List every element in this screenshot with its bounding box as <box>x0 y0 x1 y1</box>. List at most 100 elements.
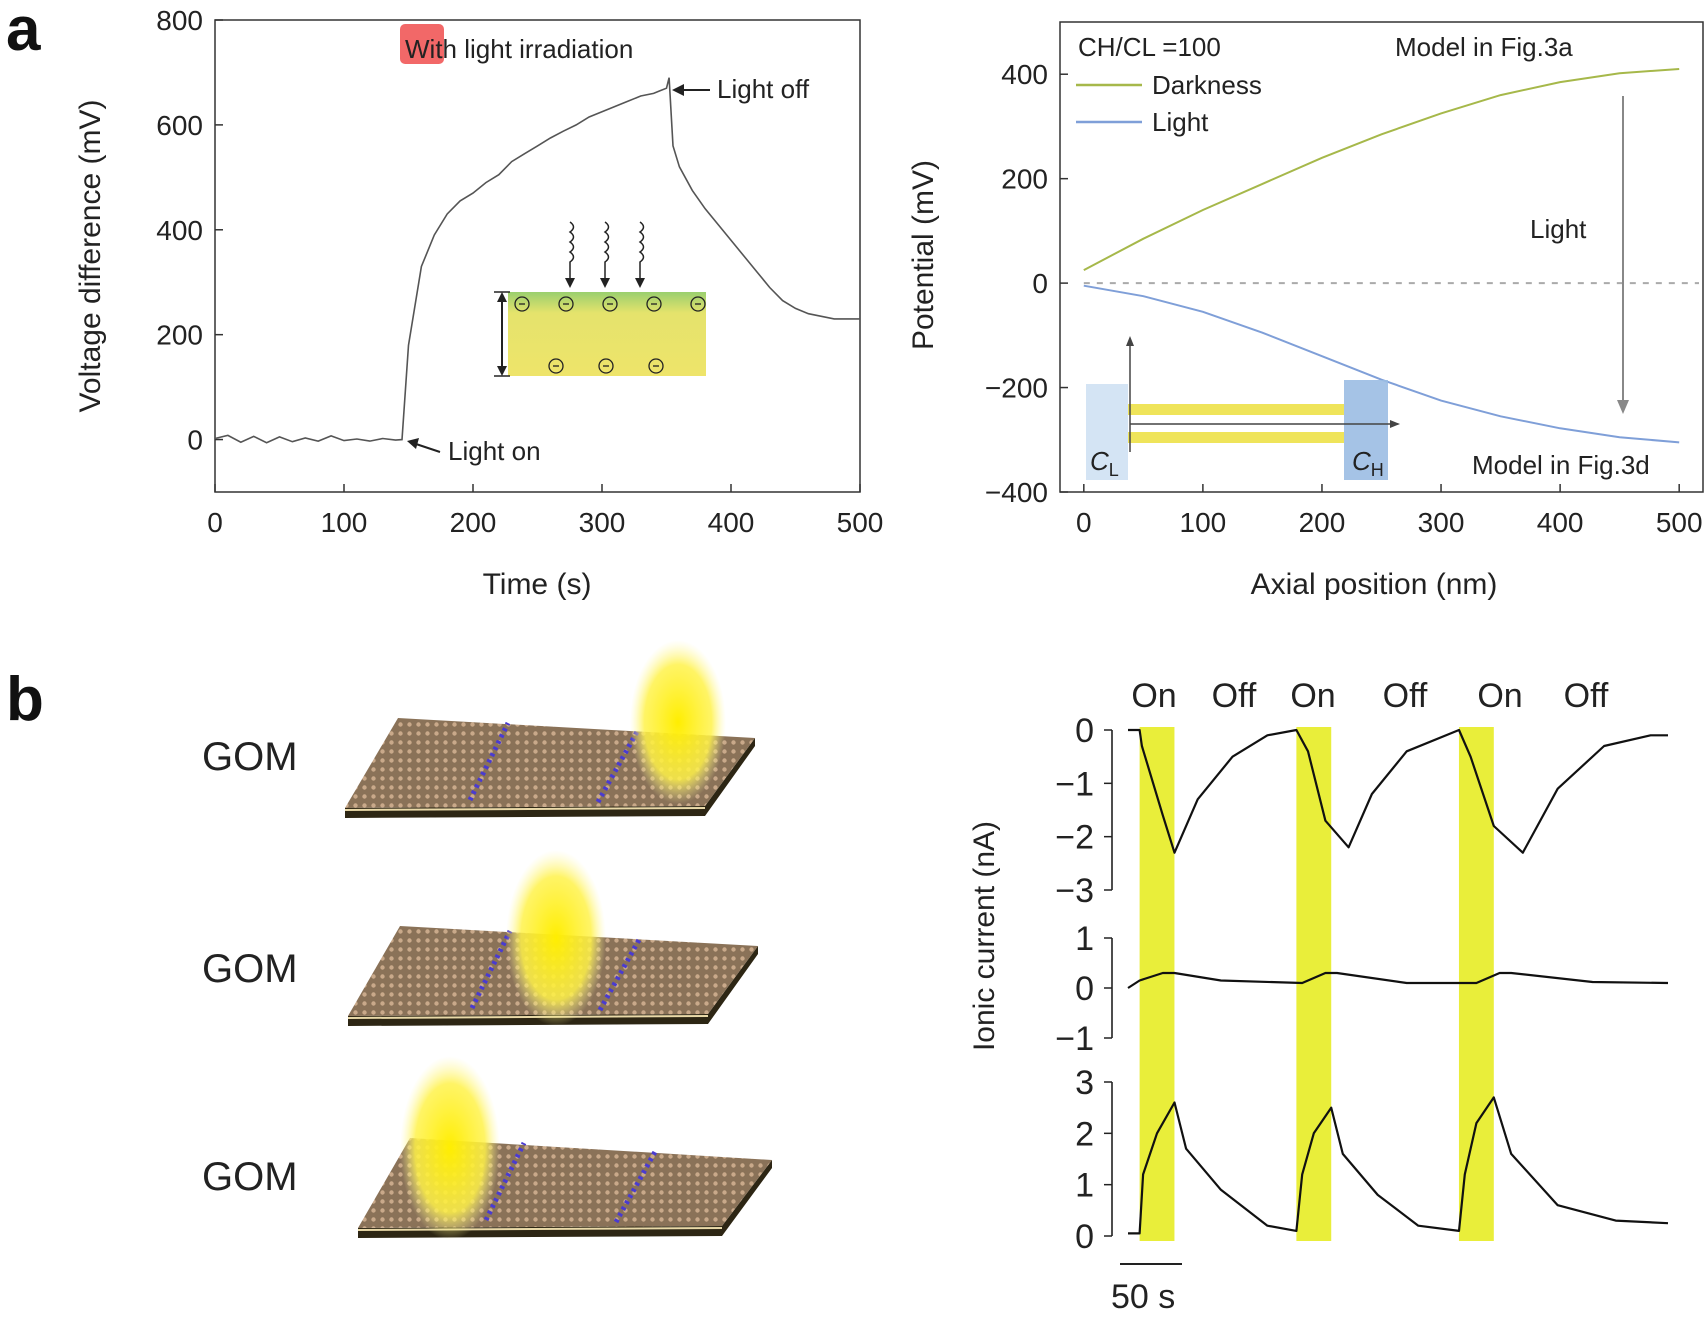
light-transition-label: Light <box>1530 214 1587 244</box>
light-wave-arrow <box>603 221 610 280</box>
panel-a-label: a <box>6 0 41 64</box>
charge-marker <box>690 296 706 312</box>
potential-y-tick-label: 200 <box>1001 164 1048 195</box>
gom-membrane-1 <box>344 640 755 818</box>
gom-schematics: GOM GOM GOM <box>202 640 772 1240</box>
voltage-x-tick-label: 0 <box>207 507 223 538</box>
voltage-x-tick-label: 200 <box>450 507 497 538</box>
ionic-y-tick-label: 2 <box>1075 1115 1094 1153</box>
darkness-series-line <box>1083 68 1680 271</box>
membrane-2-stripe-1 <box>469 929 513 1010</box>
light-beam-1 <box>630 640 726 804</box>
voltage-series-line <box>214 77 860 444</box>
ionic-y-tick-label: 1 <box>1075 920 1094 958</box>
voltage-y-axis-title: Voltage difference (mV) <box>74 100 107 413</box>
light-off-annotation: Light off <box>717 74 810 104</box>
light-wave-arrowhead <box>600 278 610 288</box>
ionic-current-line <box>1128 1096 1669 1235</box>
light-wave-arrow <box>568 221 575 280</box>
gom-membrane-2 <box>347 850 758 1026</box>
irradiation-annotation: With light irradiation <box>405 34 633 64</box>
light-wave-arrow <box>638 221 645 280</box>
potential-y-axis-title: Potential (mV) <box>907 160 940 350</box>
potential-chart: 0 100 200 300 400 500 −400 −200 0 200 400 Axial p… <box>907 21 1704 601</box>
model-3d-annotation: Model in Fig.3d <box>1472 450 1650 480</box>
voltage-x-tick-label: 100 <box>321 507 368 538</box>
potential-x-tick-label: 300 <box>1418 507 1465 538</box>
ionic-y-tick-label: −1 <box>1055 765 1094 803</box>
light-series-line <box>1083 284 1680 444</box>
membrane-3-stripe-1 <box>483 1141 527 1222</box>
ionic-y-tick-label: 3 <box>1075 1064 1094 1102</box>
light-beam-3 <box>400 1056 500 1240</box>
concentration-ratio-label: CH/CL =100 <box>1078 32 1221 62</box>
light-wave-arrowhead <box>565 278 575 288</box>
voltage-y-tick-label: 600 <box>156 110 203 141</box>
low-reservoir <box>1086 384 1128 480</box>
on-off-label: Off <box>1212 677 1257 715</box>
membrane-1-edge <box>344 807 706 811</box>
membrane-2-edge <box>347 1015 709 1019</box>
voltage-x-tick-label: 400 <box>708 507 755 538</box>
ionic-current-line <box>1127 971 1669 989</box>
on-off-label: On <box>1290 677 1335 715</box>
gom-membrane-3 <box>357 1056 772 1240</box>
potential-y-tick-label: −200 <box>985 373 1048 404</box>
scale-bar-label: 50 s <box>1111 1278 1175 1316</box>
voltage-y-tick-label: 0 <box>187 425 203 456</box>
channel-bottom-wall <box>1128 432 1344 443</box>
film-layer <box>508 292 706 376</box>
irradiation-highlight <box>400 24 444 64</box>
ionic-y-axis-title: Ionic current (nA) <box>968 821 1001 1051</box>
charge-marker <box>598 358 614 374</box>
charge-marker <box>548 358 564 374</box>
light-transition-arrowhead <box>1617 400 1629 414</box>
charge-marker <box>558 296 574 312</box>
voltage-x-axis-title: Time (s) <box>483 568 592 601</box>
inset-vertical-arrowhead <box>1126 336 1134 346</box>
light-on-annotation: Light on <box>448 436 541 466</box>
potential-x-tick-label: 500 <box>1656 507 1703 538</box>
voltage-x-tick-label: 500 <box>837 507 884 538</box>
light-wave-arrowhead <box>635 278 645 288</box>
voltage-plot-frame <box>214 19 861 493</box>
ionic-y-tick-label: 0 <box>1075 1218 1094 1256</box>
potential-y-tick-label: 0 <box>1032 268 1048 299</box>
ionic-y-tick-label: −3 <box>1055 872 1094 910</box>
membrane-1-stripe-1 <box>467 721 511 802</box>
membrane-3-edge <box>357 1227 723 1231</box>
on-off-label: On <box>1131 677 1176 715</box>
on-off-label: Off <box>1564 677 1609 715</box>
potential-y-tick-label: 400 <box>1001 59 1048 90</box>
potential-y-tick-label: −400 <box>985 477 1048 508</box>
potential-x-tick-label: 100 <box>1180 507 1227 538</box>
inset-horizontal-arrowhead <box>1390 420 1400 428</box>
charge-marker <box>646 296 662 312</box>
gom-label-2: GOM <box>202 947 298 991</box>
light-beam-2 <box>506 850 606 1026</box>
light-on-arrow <box>412 442 441 453</box>
model-3a-annotation: Model in Fig.3a <box>1395 32 1573 62</box>
light-on-window <box>1139 727 1175 1241</box>
charge-marker <box>514 296 530 312</box>
channel-top-wall <box>1128 404 1344 415</box>
ionic-y-tick-label: −2 <box>1055 819 1094 857</box>
panel-b-label: b <box>6 665 44 734</box>
potential-x-tick-label: 200 <box>1299 507 1346 538</box>
voltage-x-tick-label: 300 <box>579 507 626 538</box>
ionic-y-tick-label: −1 <box>1055 1020 1094 1058</box>
gom-label-3: GOM <box>202 1155 298 1199</box>
on-off-label: Off <box>1383 677 1428 715</box>
charge-marker <box>602 296 618 312</box>
high-reservoir <box>1344 380 1388 480</box>
channel-inset: CL CH <box>1086 336 1400 480</box>
voltage-y-tick-label: 200 <box>156 320 203 351</box>
ionic-y-tick-label: 1 <box>1075 1167 1094 1205</box>
light-on-arrowhead <box>407 438 419 449</box>
potential-x-tick-label: 0 <box>1076 507 1092 538</box>
film-thickness-arrowhead-top <box>497 292 507 302</box>
potential-plot-frame <box>1059 21 1704 493</box>
gom-label-1: GOM <box>202 735 298 779</box>
